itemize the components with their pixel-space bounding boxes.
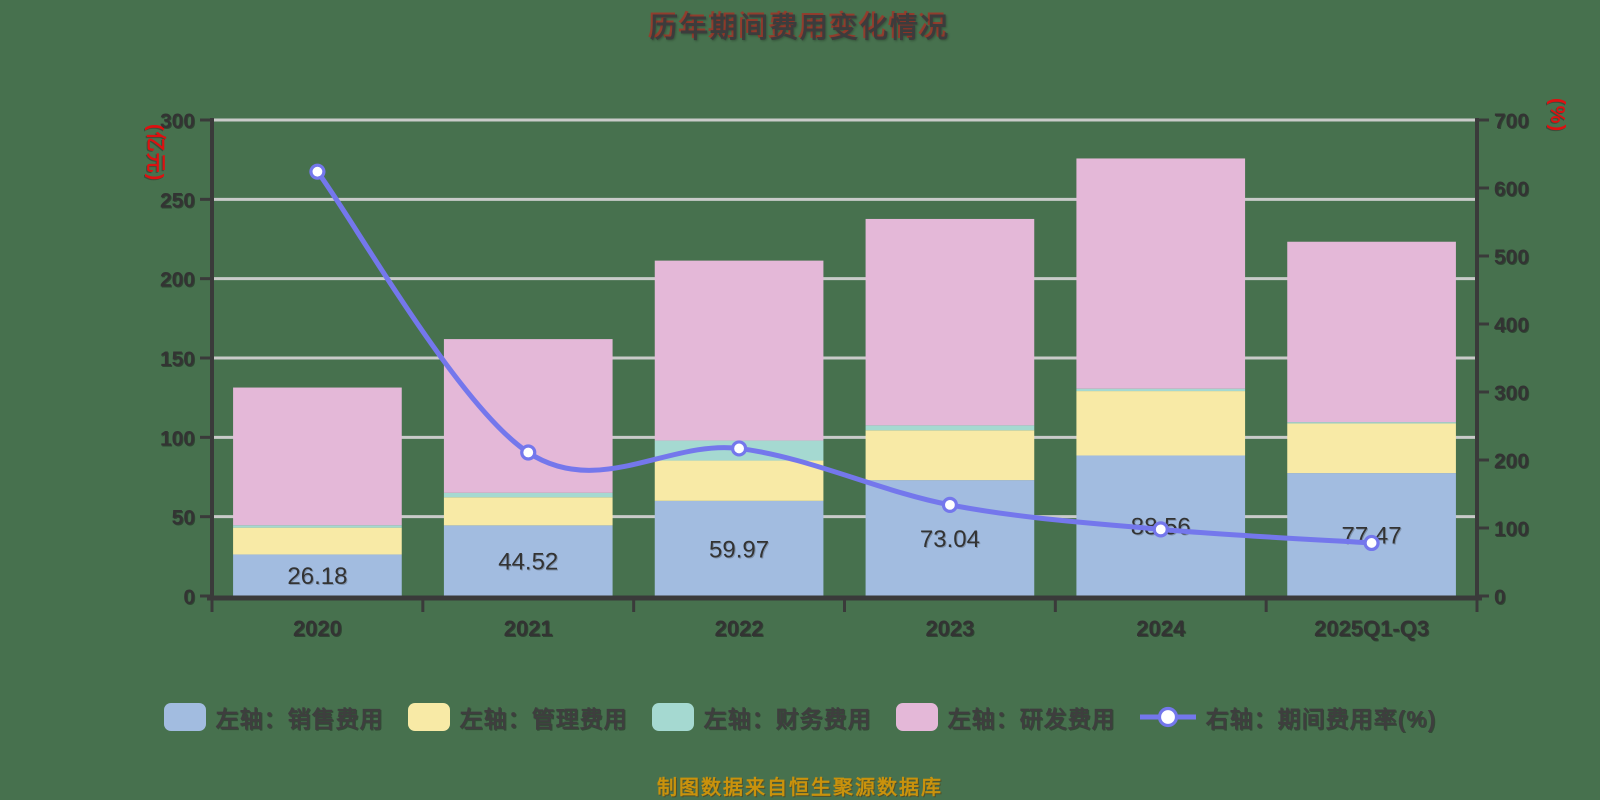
source-note: 制图数据来自恒生聚源数据库 <box>657 777 943 799</box>
legend-swatch <box>651 703 694 731</box>
x-axis-category-label: 2020 <box>293 616 342 641</box>
bar-segment <box>1076 391 1246 456</box>
bar-segment <box>865 425 1035 431</box>
bar-value-label: 73.04 <box>920 526 980 553</box>
bar-segment <box>1287 422 1456 424</box>
line-marker <box>309 163 326 180</box>
chart-title: 历年期间费用变化情况 <box>649 12 950 43</box>
bar-segment <box>443 497 613 526</box>
legend-label: 左轴：研发费用 <box>947 706 1116 732</box>
legend-label: 右轴：期间费用率(%) <box>1205 706 1437 732</box>
legend-line-marker-icon <box>1139 706 1196 728</box>
bar-segment <box>1287 241 1456 423</box>
bar-segment <box>233 527 402 555</box>
right-axis-tick-label: 200 <box>1494 450 1529 473</box>
left-axis-tick-label: 150 <box>160 348 195 371</box>
bar-segment <box>443 492 613 498</box>
legend-swatch <box>407 703 450 731</box>
bar-segment <box>1076 158 1246 389</box>
left-axis-tick-label: 50 <box>172 507 195 530</box>
x-axis-category-label: 2025Q1-Q3 <box>1314 616 1429 641</box>
x-axis-category-label: 2024 <box>1136 616 1186 641</box>
left-axis-tick-label: 250 <box>160 189 195 212</box>
bar-segment <box>1076 388 1246 392</box>
line-marker <box>520 444 537 461</box>
line-marker <box>941 496 959 513</box>
line-marker <box>1152 521 1169 538</box>
left-axis-tick-label: 0 <box>183 586 195 609</box>
x-axis-category-label: 2022 <box>715 616 764 641</box>
right-axis-tick-label: 0 <box>1494 586 1506 609</box>
right-axis-tick-label: 400 <box>1494 314 1529 337</box>
left-axis-tick-label: 200 <box>160 269 195 292</box>
left-axis-tick-label: 100 <box>160 427 195 450</box>
legend-label: 左轴：财务费用 <box>703 706 872 732</box>
bar-segment <box>654 260 824 441</box>
legend-item-4: 左轴：研发费用 <box>895 700 1116 734</box>
bar-segment <box>1287 473 1456 596</box>
right-axis-tick-label: 500 <box>1494 246 1529 269</box>
expense-ratio-line <box>314 169 1375 546</box>
bar-value-label: 59.97 <box>709 536 769 563</box>
right-axis-tick-label: 100 <box>1494 518 1529 541</box>
bar-value-label: 26.18 <box>287 563 347 590</box>
right-axis-tick-label: 300 <box>1494 382 1529 405</box>
bar-segment <box>865 430 1035 481</box>
legend-swatch <box>895 703 938 731</box>
bar-segment <box>233 525 402 528</box>
bar-segment <box>654 500 824 596</box>
legend: 左轴：销售费用 左轴：管理费用 左轴：财务费用 左轴：研发费用 右轴：期间费用率(%) <box>0 700 1600 734</box>
legend-swatch <box>163 703 206 731</box>
line-marker <box>730 440 748 457</box>
bar-segment <box>443 339 613 493</box>
line-marker <box>1363 534 1380 552</box>
legend-label: 左轴：销售费用 <box>215 706 384 732</box>
legend-item-2: 左轴：管理费用 <box>407 700 628 734</box>
legend-label: 左轴：管理费用 <box>459 706 628 732</box>
legend-item-1: 左轴：销售费用 <box>163 700 384 734</box>
bar-value-label: 44.52 <box>498 549 558 576</box>
bar-segment <box>443 525 613 596</box>
bar-segment <box>1287 423 1456 474</box>
bar-segment <box>654 460 824 501</box>
legend-item-3: 左轴：财务费用 <box>651 700 872 734</box>
bar-segment <box>865 218 1035 426</box>
legend-item-5: 右轴：期间费用率(%) <box>1139 700 1437 734</box>
bar-segment <box>233 554 402 596</box>
right-axis-tick-label: 700 <box>1494 110 1529 133</box>
right-axis-tick-label: 600 <box>1494 178 1529 201</box>
x-axis-category-label: 2021 <box>504 616 553 641</box>
left-axis-tick-label: 300 <box>160 110 195 133</box>
bar-segment <box>233 387 402 526</box>
x-axis-category-label: 2023 <box>925 616 974 641</box>
